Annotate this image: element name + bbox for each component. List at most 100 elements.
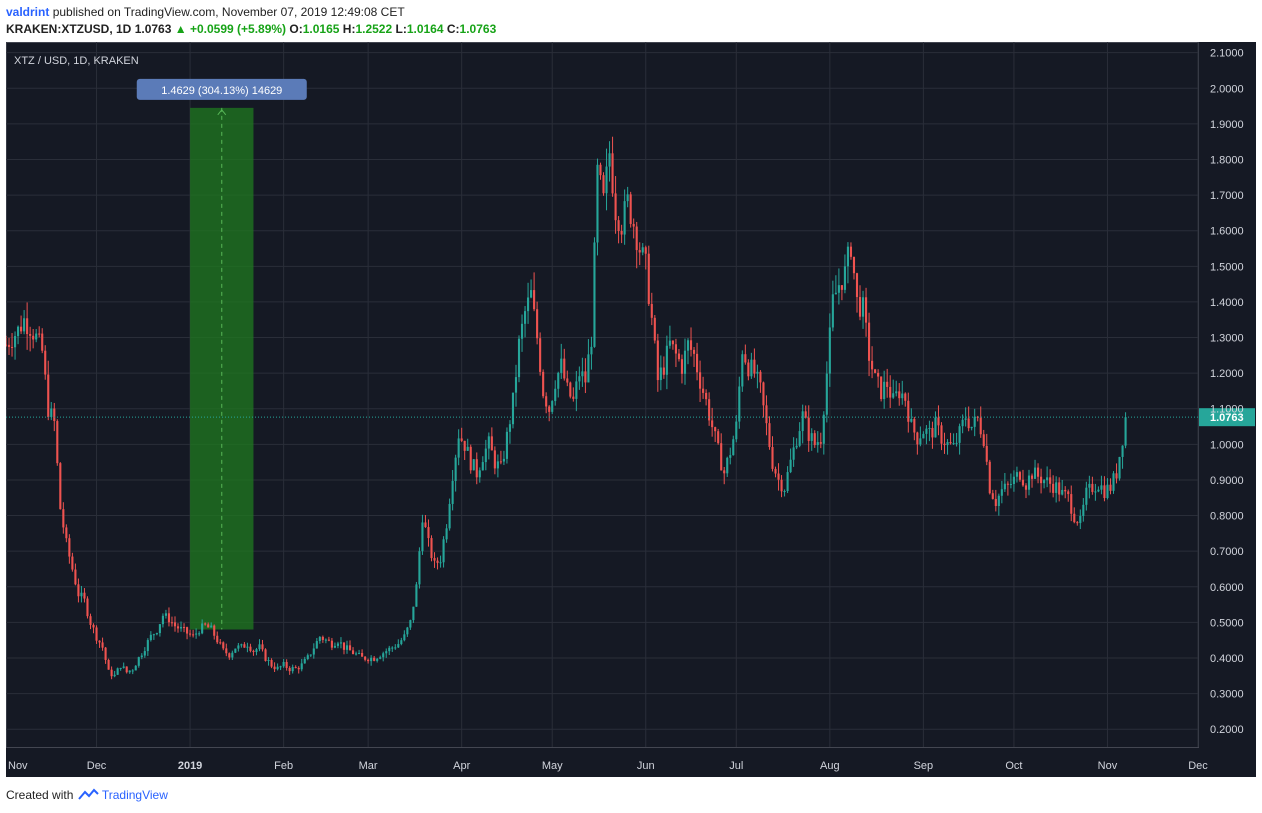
symbol-label: KRAKEN:XTZUSD, 1D — [6, 22, 132, 36]
candle-layer — [4, 136, 1127, 680]
candle-body — [433, 558, 436, 561]
candle-body — [665, 345, 668, 375]
candle-body — [50, 408, 53, 417]
candle-body — [738, 386, 741, 422]
candle-body — [1009, 484, 1012, 486]
candle-body — [765, 405, 768, 424]
candle-body — [95, 627, 98, 641]
candle-body — [1115, 473, 1118, 479]
candle-body — [895, 391, 898, 394]
y-tick-label: 1.8000 — [1210, 155, 1244, 167]
candle-body — [997, 495, 1000, 507]
y-tick-label: 0.9000 — [1210, 475, 1244, 487]
candle-body — [843, 266, 846, 290]
candle-body — [382, 653, 385, 658]
candle-body — [919, 438, 922, 445]
candle-body — [173, 622, 177, 627]
candle-body — [92, 624, 95, 628]
price-chart[interactable]: 1.4629 (304.13%) 14629 1.0763 2.1000 2.00… — [4, 42, 1256, 777]
candle-body — [303, 659, 306, 664]
candle-body — [297, 667, 300, 670]
candle-body — [134, 665, 137, 671]
candle-body — [379, 657, 382, 659]
candle-body — [318, 636, 321, 642]
candle-body — [86, 598, 89, 617]
candle-body — [611, 153, 614, 194]
candle-body — [189, 633, 192, 635]
y-tick-label: 1.4000 — [1210, 297, 1244, 309]
candle-body — [264, 649, 267, 661]
candle-body — [207, 624, 210, 628]
candle-body — [922, 433, 925, 439]
tradingview-link[interactable]: TradingView — [101, 788, 168, 802]
chart-frame[interactable]: 1.4629 (304.13%) 14629 1.0763 2.1000 2.00… — [4, 42, 1256, 777]
candle-body — [17, 326, 20, 337]
candle-body — [466, 446, 469, 451]
candle-body — [327, 639, 330, 641]
candle-body — [587, 354, 590, 383]
symbol-ohlc-line: KRAKEN:XTZUSD, 1D 1.0763 ▲ +0.0599 (+5.8… — [6, 22, 496, 36]
candle-body — [659, 367, 662, 381]
measure-layer: 1.4629 (304.13%) 14629 — [136, 78, 307, 630]
candle-body — [650, 303, 653, 318]
candle-body — [484, 448, 487, 463]
candle-body — [176, 626, 180, 629]
publish-line: valdrint published on TradingView.com, N… — [6, 5, 405, 19]
x-tick-label: Jun — [637, 760, 655, 772]
candle-body — [677, 353, 681, 360]
last-price-tag — [1199, 408, 1255, 427]
candle-body — [1030, 475, 1034, 479]
candle-body — [545, 396, 548, 407]
candle-body — [861, 297, 865, 317]
candle-body — [656, 340, 659, 381]
candle-body — [1033, 467, 1037, 479]
candle-body — [1061, 489, 1064, 495]
candle-body — [695, 353, 699, 373]
candle-body — [137, 657, 140, 666]
candle-body — [680, 359, 684, 374]
candle-body — [1097, 489, 1100, 492]
candle-body — [294, 667, 297, 669]
candle-body — [581, 371, 584, 377]
candle-body — [246, 646, 249, 648]
candle-body — [783, 490, 786, 492]
candle-body — [750, 359, 753, 377]
candle-body — [608, 153, 611, 167]
x-tick-label: Nov — [8, 760, 28, 772]
candle-body — [442, 539, 445, 563]
published-text: published on TradingView.com, November 0… — [52, 5, 405, 19]
candle-body — [1040, 476, 1043, 484]
candle-body — [41, 333, 44, 351]
candle-body — [478, 470, 481, 478]
candle-body — [330, 640, 333, 648]
candle-body — [1091, 483, 1094, 492]
candle-body — [1112, 473, 1115, 491]
author-link[interactable]: valdrint — [6, 5, 50, 19]
candle-body — [155, 633, 158, 635]
candle-body — [367, 659, 370, 662]
candle-body — [7, 344, 11, 347]
candle-body — [1070, 494, 1073, 514]
candle-body — [1018, 472, 1022, 480]
footer: Created with TradingView — [6, 788, 168, 802]
candle-body — [617, 220, 620, 231]
candle-body — [451, 480, 454, 504]
tradingview-cloud-icon — [77, 788, 99, 800]
candle-body — [831, 294, 834, 328]
axis-layer: 2.1000 2.0000 1.9000 1.8000 1.7000 1.6000 1.50… — [8, 48, 1244, 772]
y-tick-label: 0.2000 — [1210, 724, 1244, 736]
candle-body — [279, 666, 282, 668]
candle-body — [590, 346, 593, 355]
candle-body — [1046, 477, 1049, 481]
candle-body — [1079, 515, 1082, 524]
candle-body — [101, 642, 104, 648]
candle-body — [958, 426, 961, 443]
candle-body — [635, 226, 638, 251]
candle-body — [979, 417, 982, 435]
candle-body — [361, 652, 364, 657]
candle-body — [702, 388, 705, 393]
candle-body — [852, 256, 856, 274]
chart-title: XTZ / USD, 1D, KRAKEN — [14, 55, 139, 67]
candle-body — [312, 648, 315, 655]
candle-body — [786, 472, 789, 491]
